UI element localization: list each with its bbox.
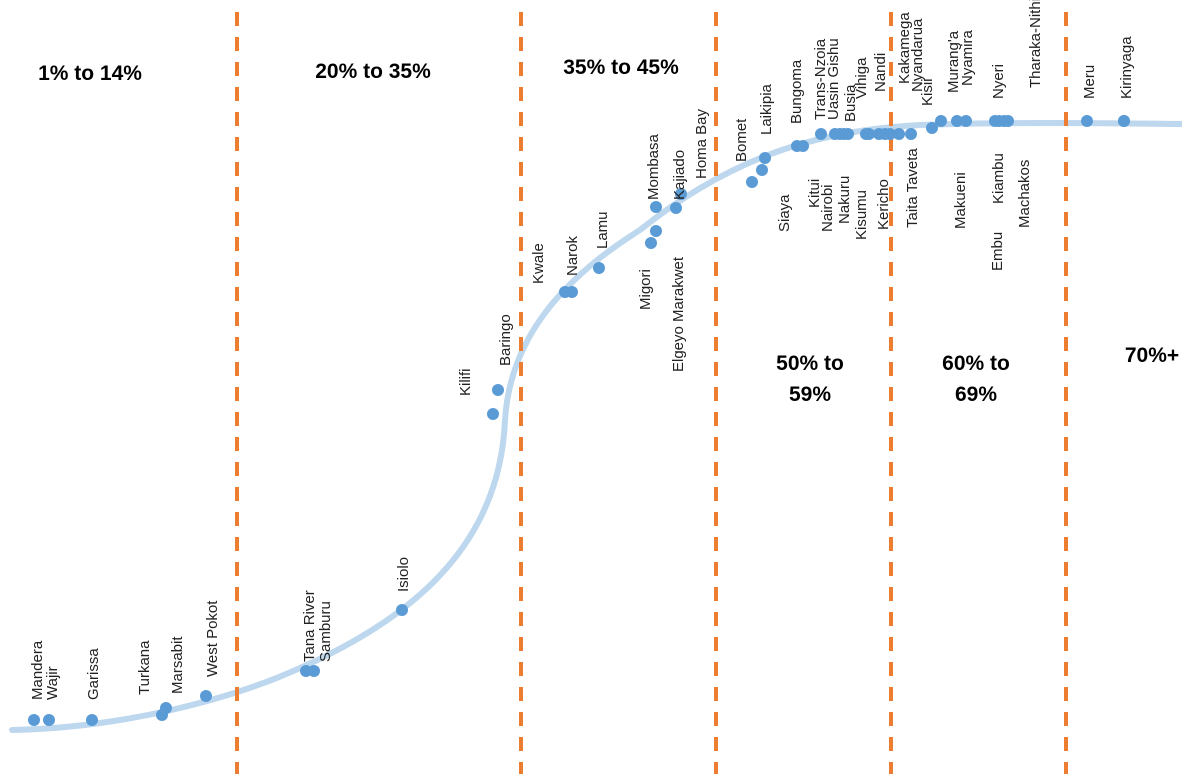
point-bomet xyxy=(746,176,758,188)
label-kirinyaga: Kirinyaga xyxy=(1118,36,1135,99)
point-isiolo xyxy=(396,604,408,616)
label-isiolo: Isiolo xyxy=(395,557,412,592)
point-kajiado xyxy=(670,202,682,214)
label-lamu: Lamu xyxy=(594,211,611,249)
point-marsabit xyxy=(160,702,172,714)
point-trans-nzoia xyxy=(815,128,827,140)
label-narok: Narok xyxy=(564,235,581,276)
label-kakamega: Kakamega xyxy=(896,12,913,84)
label-wajir: Wajir xyxy=(44,666,61,700)
label-nyandarua: Nyandarua xyxy=(909,18,926,92)
county-points xyxy=(28,115,1130,726)
point-wajir xyxy=(43,714,55,726)
label-nairobi: Nairobi xyxy=(819,184,836,232)
label-uasin-gishu: Uasin Gishu xyxy=(825,38,842,120)
point-nyandarua xyxy=(905,128,917,140)
point-kirinyaga xyxy=(1118,115,1130,127)
label-samburu: Samburu xyxy=(317,601,334,662)
label-trans-nzoia: Trans-Nzoia xyxy=(812,38,829,120)
label-elgeyo-marakwet: Elgeyo Marakwet xyxy=(670,256,687,372)
label-makueni: Makueni xyxy=(952,172,969,229)
point-baringo xyxy=(492,384,504,396)
label-kilifi: Kilifi xyxy=(457,368,474,396)
label-west-pokot: West Pokot xyxy=(204,600,221,677)
label-tharaka-nithi: Tharaka-Nithi xyxy=(1027,0,1044,88)
point-kisii xyxy=(926,122,938,134)
label-nyamira: Nyamira xyxy=(959,30,976,86)
label-nandi: Nandi xyxy=(872,53,889,92)
label-mandera: Mandera xyxy=(29,640,46,700)
label-embu: Embu xyxy=(989,232,1006,271)
point-siaya xyxy=(756,164,768,176)
band-labels: 1% to 14% 20% to 35% 35% to 45% 50% to 59% 60… xyxy=(38,56,1179,406)
point-laikipia xyxy=(759,152,771,164)
label-murang-a: Murang'a xyxy=(945,30,962,93)
point-tharaka-nithi xyxy=(1081,115,1093,127)
band-label-3: 35% to 45% xyxy=(563,56,679,79)
band-label-4: 50% to 59% xyxy=(776,352,844,406)
point-kitui xyxy=(797,140,809,152)
label-machakos: Machakos xyxy=(1016,160,1033,228)
label-busia: Busia xyxy=(842,84,859,122)
label-nyeri: Nyeri xyxy=(990,64,1007,99)
label-taita-taveta: Taita Taveta xyxy=(904,148,921,228)
point-lamu xyxy=(593,262,605,274)
label-laikipia: Laikipia xyxy=(758,83,775,135)
label-mombasa: Mombasa xyxy=(645,133,662,200)
point-busia xyxy=(842,128,854,140)
point-taita-taveta xyxy=(893,128,905,140)
point-samburu xyxy=(308,665,320,677)
label-nakuru: Nakuru xyxy=(836,176,853,224)
band-label-5: 60% to 69% xyxy=(942,352,1010,406)
band-label-2: 20% to 35% xyxy=(315,60,431,83)
label-meru: Meru xyxy=(1081,65,1098,99)
label-kajiado: Kajiado xyxy=(671,150,688,200)
label-bomet: Bomet xyxy=(733,118,750,162)
label-garissa: Garissa xyxy=(85,648,102,700)
label-turkana: Turkana xyxy=(136,640,153,695)
point-mombasa xyxy=(650,225,662,237)
label-tana-river: Tana River xyxy=(301,590,318,662)
label-baringo: Baringo xyxy=(497,314,514,366)
label-kisii: Kisii xyxy=(919,78,936,106)
point-mandera xyxy=(28,714,40,726)
label-kitui: Kitui xyxy=(806,179,823,208)
label-kisumu: Kisumu xyxy=(853,190,870,240)
band-label-6: 70%+ xyxy=(1125,344,1179,367)
label-kericho: Kericho xyxy=(875,179,892,230)
point-garissa xyxy=(86,714,98,726)
point-nyamira xyxy=(960,115,972,127)
point-migori xyxy=(645,237,657,249)
point-west-pokot xyxy=(200,690,212,702)
point-kilifi xyxy=(487,408,499,420)
point-murang-a xyxy=(935,115,947,127)
label-migori: Migori xyxy=(637,269,654,310)
point-vihiga xyxy=(863,128,875,140)
label-vihiga: Vihiga xyxy=(853,57,870,99)
label-kiambu: Kiambu xyxy=(990,153,1007,204)
point-narok xyxy=(566,286,578,298)
label-kwale: Kwale xyxy=(530,243,547,284)
label-siaya: Siaya xyxy=(776,194,793,232)
label-marsabit: Marsabit xyxy=(169,636,186,694)
point-homa-bay xyxy=(675,188,687,200)
band-label-1: 1% to 14% xyxy=(38,62,142,85)
label-homa-bay: Homa Bay xyxy=(693,108,710,179)
point-machakos xyxy=(1002,115,1014,127)
point-makueni xyxy=(951,115,963,127)
label-bungoma: Bungoma xyxy=(788,59,805,124)
point-kakamega xyxy=(884,128,896,140)
point-elgeyo-marakwet xyxy=(650,201,662,213)
